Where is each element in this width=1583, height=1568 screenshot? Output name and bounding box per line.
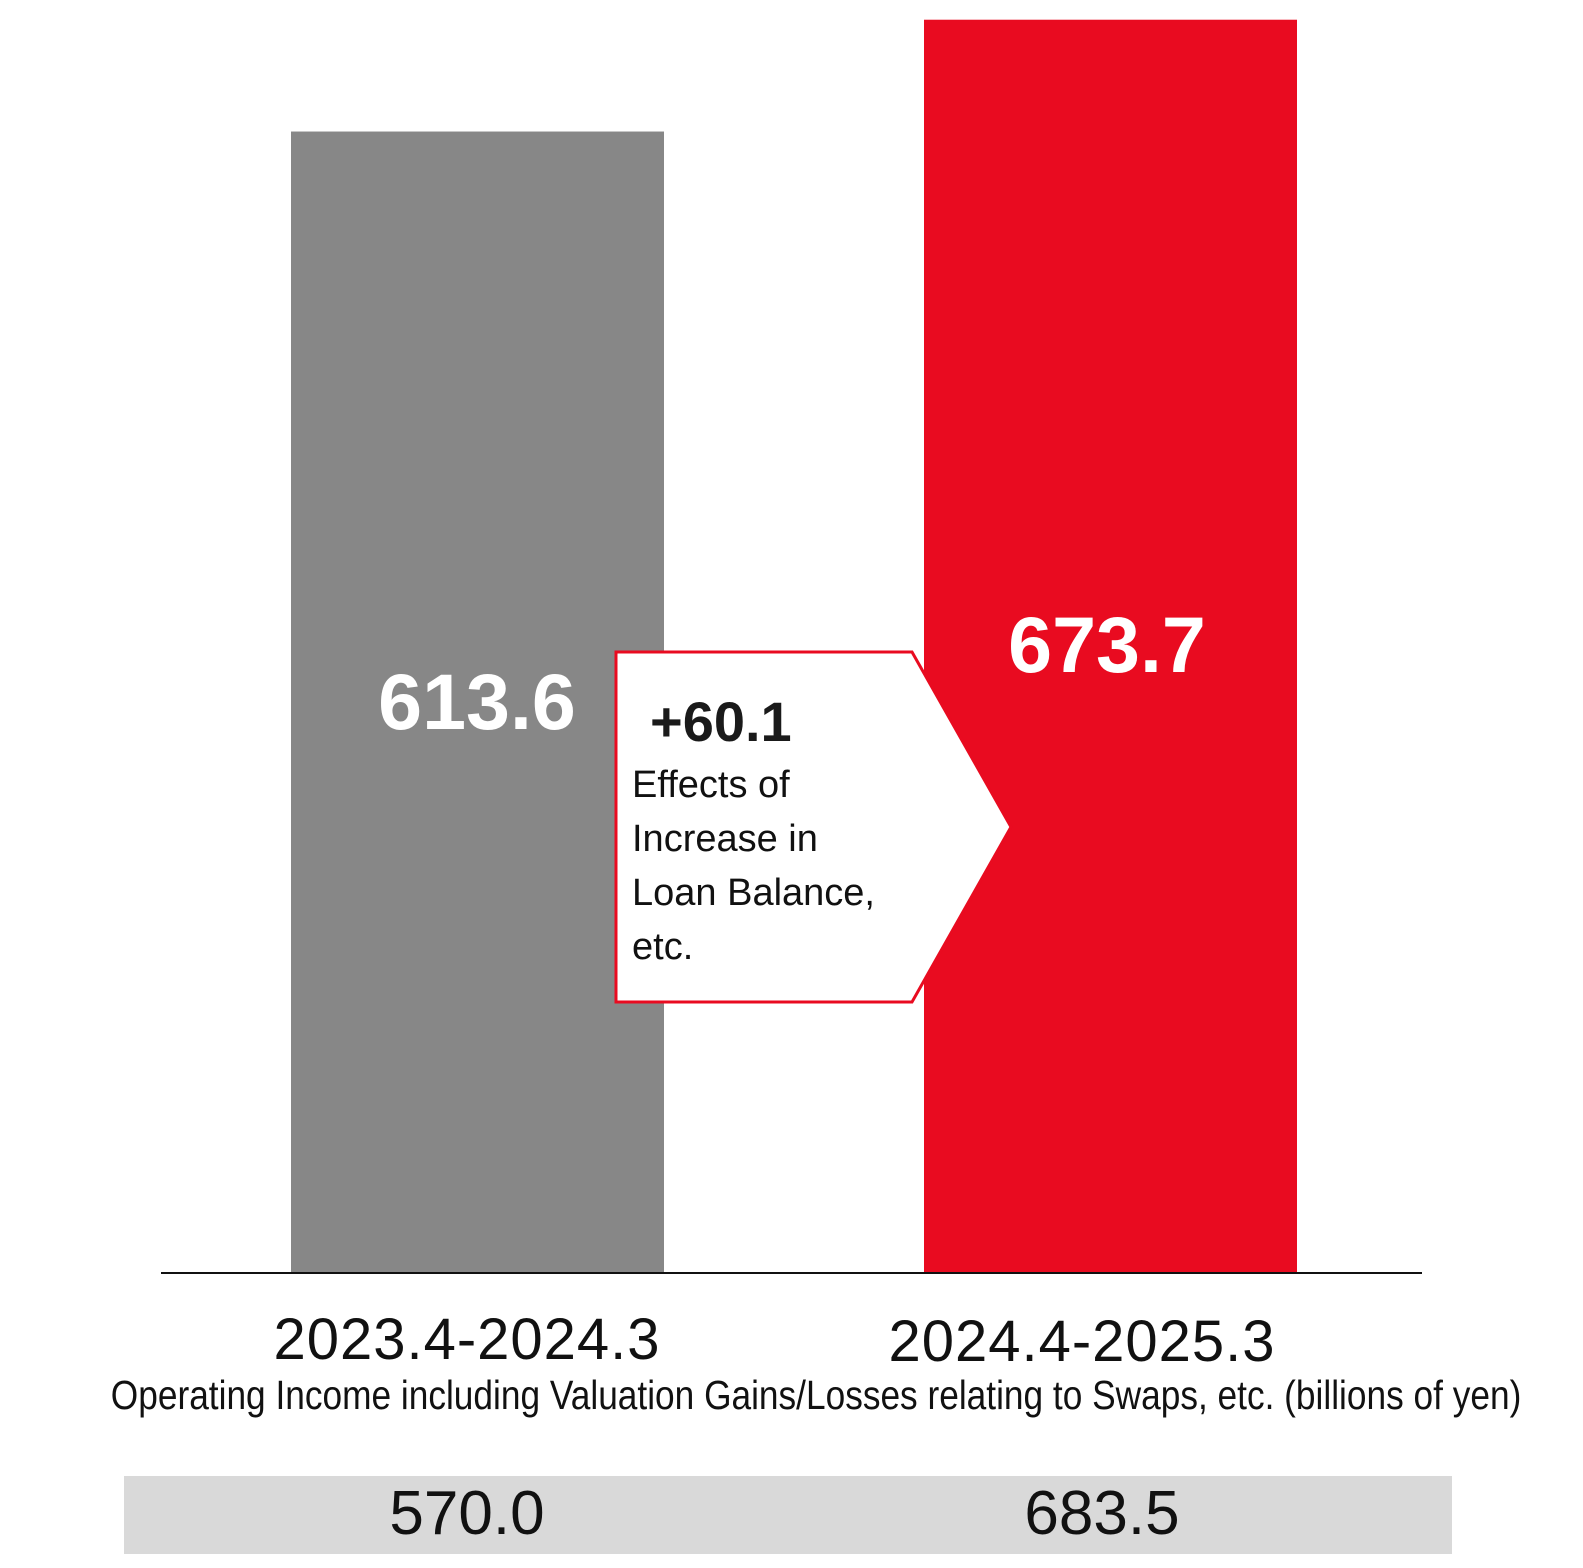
x-tick-label: 2024.4-2025.3 xyxy=(888,1309,1276,1374)
bar-value-label: 673.7 xyxy=(1008,600,1206,689)
callout-line: Loan Balance, xyxy=(632,872,875,914)
bar-2023-2024 xyxy=(291,131,664,1273)
secondary-values-band xyxy=(124,1476,1452,1554)
callout-line: Increase in xyxy=(632,818,818,860)
bar-value-label: 613.6 xyxy=(378,657,576,746)
callout-line: etc. xyxy=(632,926,693,968)
bar-2024-2025 xyxy=(924,19,1297,1274)
secondary-value: 683.5 xyxy=(1024,1479,1180,1548)
secondary-value: 570.0 xyxy=(389,1479,545,1548)
chart-subtitle: Operating Income including Valuation Gai… xyxy=(110,1372,1522,1418)
change-callout: +60.1 Effects of Increase in Loan Balanc… xyxy=(614,650,1013,1004)
x-tick-label: 2023.4-2024.3 xyxy=(273,1307,661,1372)
callout-value: +60.1 xyxy=(650,690,792,753)
callout-line: Effects of xyxy=(632,764,790,806)
callout-arrow-shape xyxy=(614,650,1013,1004)
